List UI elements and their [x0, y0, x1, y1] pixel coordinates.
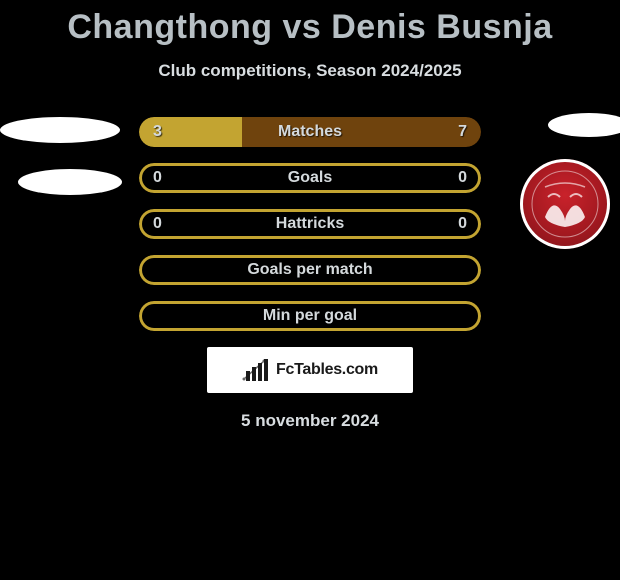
stat-value-left: 3: [153, 123, 162, 141]
stat-row: Min per goal: [139, 301, 481, 331]
subtitle: Club competitions, Season 2024/2025: [0, 61, 620, 81]
stat-value-left: 0: [153, 215, 162, 233]
stat-value-right: 7: [458, 123, 467, 141]
stat-row: 3 7 Matches: [139, 117, 481, 147]
stat-label: Goals per match: [247, 261, 372, 279]
stat-value-right: 0: [458, 169, 467, 187]
player-left-shadow-1: [0, 117, 120, 143]
player-left-shadow-2: [18, 169, 122, 195]
stat-rows-container: 3 7 Matches 0 0 Goals 0 0 Hattricks Goals per mat…: [139, 117, 481, 331]
bars-icon: [242, 359, 270, 381]
stat-value-right: 0: [458, 215, 467, 233]
brand-badge: FcTables.com: [207, 347, 413, 393]
stat-label: Goals: [288, 169, 332, 187]
stat-row: 0 0 Hattricks: [139, 209, 481, 239]
player-right-shadow: [548, 113, 620, 137]
date-text: 5 november 2024: [0, 411, 620, 431]
brand-text: FcTables.com: [276, 361, 378, 379]
page-title: Changthong vs Denis Busnja: [0, 0, 620, 47]
stats-area: 3 7 Matches 0 0 Goals 0 0 Hattricks Goals per mat…: [0, 117, 620, 431]
stat-value-left: 0: [153, 169, 162, 187]
stat-label: Min per goal: [263, 307, 357, 325]
stat-row: 0 0 Goals: [139, 163, 481, 193]
stat-row: Goals per match: [139, 255, 481, 285]
club-crest: [520, 159, 610, 249]
stat-label: Matches: [278, 123, 342, 141]
stat-label: Hattricks: [276, 215, 344, 233]
crest-icon: [530, 169, 600, 239]
